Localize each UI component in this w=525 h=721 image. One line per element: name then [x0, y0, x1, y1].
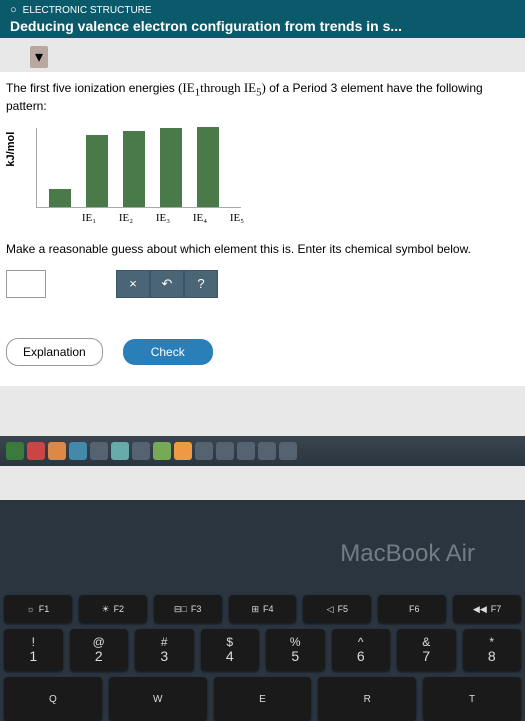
- taskbar-icon[interactable]: [132, 442, 150, 460]
- input-row: × ↶ ?: [6, 270, 519, 298]
- function-row: ☼F1☀F2⊟□F3⊞F4◁F5F6◀◀F7: [4, 595, 521, 623]
- number-key: &7: [397, 629, 456, 671]
- letter-key: E: [214, 677, 312, 721]
- taskbar-icon[interactable]: [90, 442, 108, 460]
- letter-key: T: [423, 677, 521, 721]
- number-key: @2: [70, 629, 129, 671]
- function-key: ◀◀F7: [453, 595, 521, 623]
- clear-button[interactable]: ×: [116, 270, 150, 298]
- taskbar-icon[interactable]: [111, 442, 129, 460]
- number-key: %5: [266, 629, 325, 671]
- taskbar-icon[interactable]: [48, 442, 66, 460]
- chart-bar: [86, 135, 108, 207]
- function-key: ⊞F4: [229, 595, 297, 623]
- function-key: F6: [378, 595, 446, 623]
- letter-key: R: [318, 677, 416, 721]
- module-header: ○ ELECTRONIC STRUCTURE Deducing valence …: [0, 0, 525, 38]
- function-key: ☼F1: [4, 595, 72, 623]
- taskbar-icon[interactable]: [258, 442, 276, 460]
- number-key: !1: [4, 629, 63, 671]
- number-key: $4: [201, 629, 260, 671]
- content-area: The first five ionization energies (IE1t…: [0, 72, 525, 386]
- taskbar-icon[interactable]: [174, 442, 192, 460]
- dropdown-icon[interactable]: ▾: [30, 46, 48, 68]
- page-title: Deducing valence electron configuration …: [10, 18, 515, 34]
- taskbar-icon[interactable]: [27, 442, 45, 460]
- number-key: *8: [463, 629, 522, 671]
- instruction-text: Make a reasonable guess about which elem…: [6, 242, 519, 256]
- function-key: ⊟□F3: [154, 595, 222, 623]
- macbook-brand: MacBook Air: [340, 540, 475, 568]
- number-key: #3: [135, 629, 194, 671]
- help-button[interactable]: ?: [184, 270, 218, 298]
- keyboard: ☼F1☀F2⊟□F3⊞F4◁F5F6◀◀F7 !1@2#3$4%5^6&7*8 …: [0, 595, 525, 721]
- answer-input[interactable]: [6, 270, 46, 298]
- screen-area: ○ ELECTRONIC STRUCTURE Deducing valence …: [0, 0, 525, 500]
- chart-bar: [49, 189, 71, 207]
- taskbar-icon[interactable]: [6, 442, 24, 460]
- x-label: IE₃: [152, 212, 174, 224]
- x-label: IE₁: [78, 212, 100, 224]
- number-key: ^6: [332, 629, 391, 671]
- y-axis-label: kJ/mol: [5, 131, 17, 166]
- number-row: !1@2#3$4%5^6&7*8: [4, 629, 521, 671]
- taskbar-icon[interactable]: [153, 442, 171, 460]
- check-button[interactable]: Check: [123, 339, 213, 365]
- function-key: ☀F2: [79, 595, 147, 623]
- taskbar-icon[interactable]: [216, 442, 234, 460]
- explanation-button[interactable]: Explanation: [6, 338, 103, 366]
- letter-row: QWERT: [4, 677, 521, 721]
- open-icon: ○: [10, 4, 17, 16]
- x-label: IE₂: [115, 212, 137, 224]
- letter-key: Q: [4, 677, 102, 721]
- ionization-chart: kJ/mol IE₁IE₂IE₃IE₄IE₅: [36, 128, 519, 228]
- chart-bar: [197, 127, 219, 207]
- taskbar-icon[interactable]: [195, 442, 213, 460]
- x-axis-labels: IE₁ IE₂ IE₃ IE₄ IE₅: [36, 212, 519, 224]
- taskbar-icon[interactable]: [279, 442, 297, 460]
- tool-buttons: × ↶ ?: [116, 270, 218, 298]
- bar-chart: [36, 128, 241, 208]
- taskbar-icon[interactable]: [237, 442, 255, 460]
- function-key: ◁F5: [303, 595, 371, 623]
- breadcrumb: ELECTRONIC STRUCTURE: [23, 5, 152, 16]
- taskbar: [0, 436, 525, 466]
- action-row: Explanation Check: [6, 338, 519, 366]
- chart-bar: [123, 131, 145, 207]
- x-label: IE₄: [189, 212, 211, 224]
- letter-key: W: [109, 677, 207, 721]
- question-text: The first five ionization energies (IE1t…: [6, 80, 519, 113]
- undo-button[interactable]: ↶: [150, 270, 184, 298]
- chart-bar: [160, 128, 182, 207]
- taskbar-icon[interactable]: [69, 442, 87, 460]
- x-label: IE₅: [226, 212, 248, 224]
